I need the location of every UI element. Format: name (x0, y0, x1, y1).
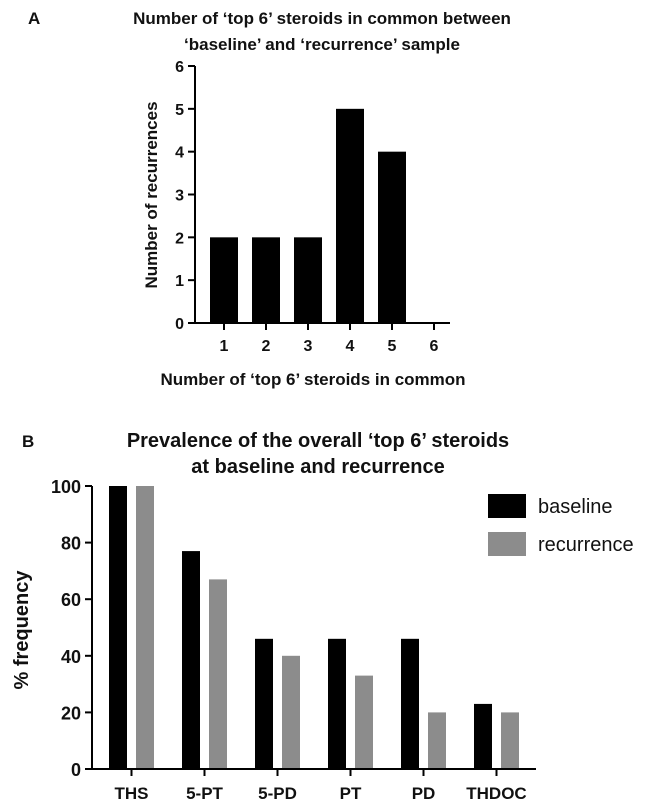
panel-a-y-tick-label: 4 (175, 145, 184, 162)
panel-b-bar-recurrence (282, 655, 300, 769)
panel-b-bar-baseline (328, 638, 346, 769)
panel-b-label: B (22, 432, 34, 451)
panel-a-x-tick-label: 3 (304, 338, 313, 355)
panel-b-title-line-1: Prevalence of the overall ‘top 6’ steroi… (127, 430, 509, 452)
panel-a-x-tick-label: 5 (388, 338, 397, 355)
panel-b-plot: THS 5-PT 5-PD PT PD THDOC 0 20 40 60 80 100 (51, 477, 536, 803)
panel-b-bar-baseline (255, 638, 273, 769)
panel-a-bar (378, 151, 406, 323)
panel-a-x-tick-label: 4 (346, 338, 355, 355)
panel-b-y-tick-label: 0 (71, 760, 81, 780)
panel-b-y-tick-label: 60 (61, 590, 81, 610)
panel-a-title-line-1: Number of ‘top 6’ steroids in common bet… (133, 9, 511, 28)
panel-a-bar (336, 108, 364, 323)
panel-a-y-tick-label: 1 (175, 273, 184, 290)
panel-a-y-tick-label: 3 (175, 188, 184, 205)
panel-b-y-tick-label: 100 (51, 477, 81, 497)
panel-a-ylabel: Number of recurrences (142, 101, 161, 288)
panel-a-bar (210, 237, 238, 323)
panel-b-legend: baseline recurrence (488, 494, 634, 556)
panel-a-y-tick-label: 6 (175, 59, 184, 76)
panel-a-y-tick-label: 5 (175, 102, 184, 119)
panel-b-legend-label-recurrence: recurrence (538, 534, 634, 556)
panel-a-title-line-2: ‘baseline’ and ‘recurrence’ sample (184, 35, 460, 54)
panel-b-ylabel: % frequency (11, 570, 33, 690)
panel-b-legend-swatch-baseline (488, 494, 526, 518)
panel-b-bar-recurrence (136, 486, 154, 769)
panel-b-legend-swatch-recurrence (488, 532, 526, 556)
panel-a-y-tick-label: 2 (175, 230, 184, 247)
panel-b-bar-baseline (182, 551, 200, 769)
panel-b-y-tick-label: 40 (61, 647, 81, 667)
panel-b-bar-baseline (401, 638, 419, 769)
panel-a-x-tick-label: 6 (430, 338, 439, 355)
panel-b-bar-recurrence (501, 712, 519, 769)
panel-a-x-tick-label: 2 (262, 338, 271, 355)
panel-a-x-tick-label: 1 (220, 338, 229, 355)
panel-a-label: A (28, 9, 40, 28)
panel-a-bar (252, 237, 280, 323)
panel-a-y-tick-label: 0 (175, 316, 184, 333)
panel-b-bar-baseline (474, 703, 492, 769)
panel-b-bar-baseline (109, 486, 127, 769)
panel-b-x-tick-label: PT (340, 784, 362, 803)
panel-b-x-tick-label: 5-PD (258, 784, 297, 803)
panel-b-x-tick-label: 5-PT (186, 784, 223, 803)
panel-b-x-tick-label: PD (412, 784, 436, 803)
panel-b-bar-recurrence (209, 579, 227, 769)
panel-b-legend-label-baseline: baseline (538, 496, 613, 518)
panel-b-x-tick-label: THDOC (466, 784, 526, 803)
panel-b-bar-recurrence (428, 712, 446, 769)
panel-a-xlabel: Number of ‘top 6’ steroids in common (160, 370, 465, 389)
panel-b-bar-recurrence (355, 675, 373, 769)
panel-b-y-tick-label: 20 (61, 703, 81, 723)
panel-b-y-tick-label: 80 (61, 534, 81, 554)
panel-a-plot: 0 1 2 3 4 5 6 1 2 3 4 5 6 (175, 59, 450, 355)
panel-b-x-tick-label: THS (115, 784, 149, 803)
panel-b-title-line-2: at baseline and recurrence (191, 456, 444, 478)
panel-a-bar (294, 237, 322, 323)
